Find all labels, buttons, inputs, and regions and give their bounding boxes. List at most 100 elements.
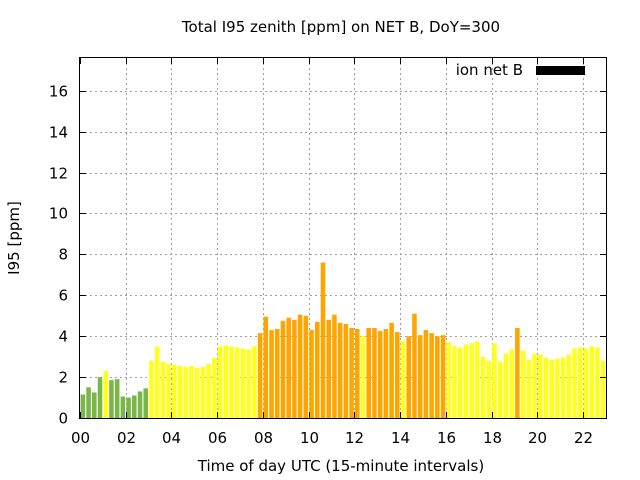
bar (452, 346, 457, 418)
bar (520, 350, 526, 418)
bar (103, 370, 109, 418)
bar (189, 365, 194, 418)
bars (80, 262, 606, 418)
bar (343, 323, 349, 418)
axis-ticks (80, 58, 606, 419)
legend: ion net B (456, 61, 585, 79)
grid-layer (80, 58, 606, 418)
bar (549, 359, 554, 418)
bar (166, 363, 171, 418)
y-tick-label: 16 (49, 83, 68, 101)
bar (274, 329, 280, 418)
bar (526, 359, 532, 418)
bar (389, 322, 394, 418)
bar (503, 353, 509, 418)
bar (492, 343, 497, 418)
bar (417, 335, 423, 418)
bar (160, 361, 166, 418)
bar (246, 349, 251, 418)
bar (515, 328, 520, 418)
bar (532, 353, 537, 418)
bar (97, 377, 103, 418)
bar (406, 336, 412, 418)
bar (297, 314, 303, 418)
bar (509, 349, 514, 418)
y-tick-label: 14 (49, 124, 68, 142)
bar (217, 346, 223, 418)
bar (332, 314, 337, 418)
x-tick-label: 20 (528, 429, 547, 447)
x-tick-label: 14 (391, 429, 410, 447)
bar (234, 347, 240, 418)
bar (303, 315, 309, 418)
bar (400, 341, 406, 418)
bar (292, 319, 297, 418)
bar (269, 330, 274, 418)
bar (372, 328, 377, 418)
x-tick-label: 06 (208, 429, 227, 447)
bar (183, 366, 189, 418)
bar (143, 388, 149, 418)
bar (560, 357, 566, 418)
y-tick-label: 8 (58, 246, 68, 264)
bar (114, 379, 120, 418)
bar (252, 346, 257, 418)
bar (583, 348, 589, 418)
bar (240, 348, 246, 418)
x-tick-label: 16 (437, 429, 456, 447)
bar (537, 354, 543, 418)
bar (595, 347, 600, 418)
y-tick-label: 4 (58, 328, 68, 346)
bar (286, 317, 291, 418)
bar (200, 366, 206, 418)
bar (194, 367, 200, 418)
bar (132, 395, 137, 418)
bar (366, 328, 372, 418)
bar (577, 347, 583, 418)
bar (349, 328, 354, 418)
bar (377, 331, 383, 418)
bar (480, 356, 486, 418)
bar (337, 322, 343, 418)
x-tick-label: 10 (300, 429, 319, 447)
bar (429, 333, 434, 418)
bar (154, 346, 160, 418)
bar (475, 341, 480, 418)
bar (126, 397, 131, 418)
bar (469, 343, 474, 418)
bar (497, 361, 503, 418)
y-tick-labels: 0 2 4 6 8 10 12 14 16 (49, 83, 68, 428)
y-tick-label: 6 (58, 287, 68, 305)
bar (395, 332, 400, 418)
bar (446, 342, 452, 418)
bar (566, 354, 572, 418)
x-tick-labels: 00 02 04 06 08 10 12 14 16 18 20 22 (71, 429, 593, 447)
bar (355, 329, 360, 418)
bar (314, 321, 320, 418)
bar (423, 330, 429, 418)
bar (555, 358, 560, 418)
y-tick-label: 2 (58, 369, 68, 387)
bar (86, 387, 91, 418)
x-axis-label: Time of day UTC (15-minute intervals) (197, 457, 484, 475)
bar (543, 357, 549, 418)
bar (457, 347, 463, 418)
bar (172, 364, 177, 418)
legend-label: ion net B (456, 61, 523, 79)
bar (92, 392, 97, 418)
bar (229, 346, 234, 418)
bar (435, 336, 440, 418)
bar (600, 360, 606, 418)
plot-frame (79, 57, 607, 419)
bar (309, 330, 314, 418)
x-tick-label: 04 (162, 429, 181, 447)
bar (383, 329, 389, 418)
y-tick-label: 0 (58, 410, 68, 428)
chart-title: Total I95 zenith [ppm] on NET B, DoY=300 (181, 18, 500, 36)
bar (137, 391, 143, 418)
bar (463, 344, 469, 418)
bar (320, 262, 326, 418)
bar (280, 320, 286, 418)
x-tick-label: 12 (345, 429, 364, 447)
